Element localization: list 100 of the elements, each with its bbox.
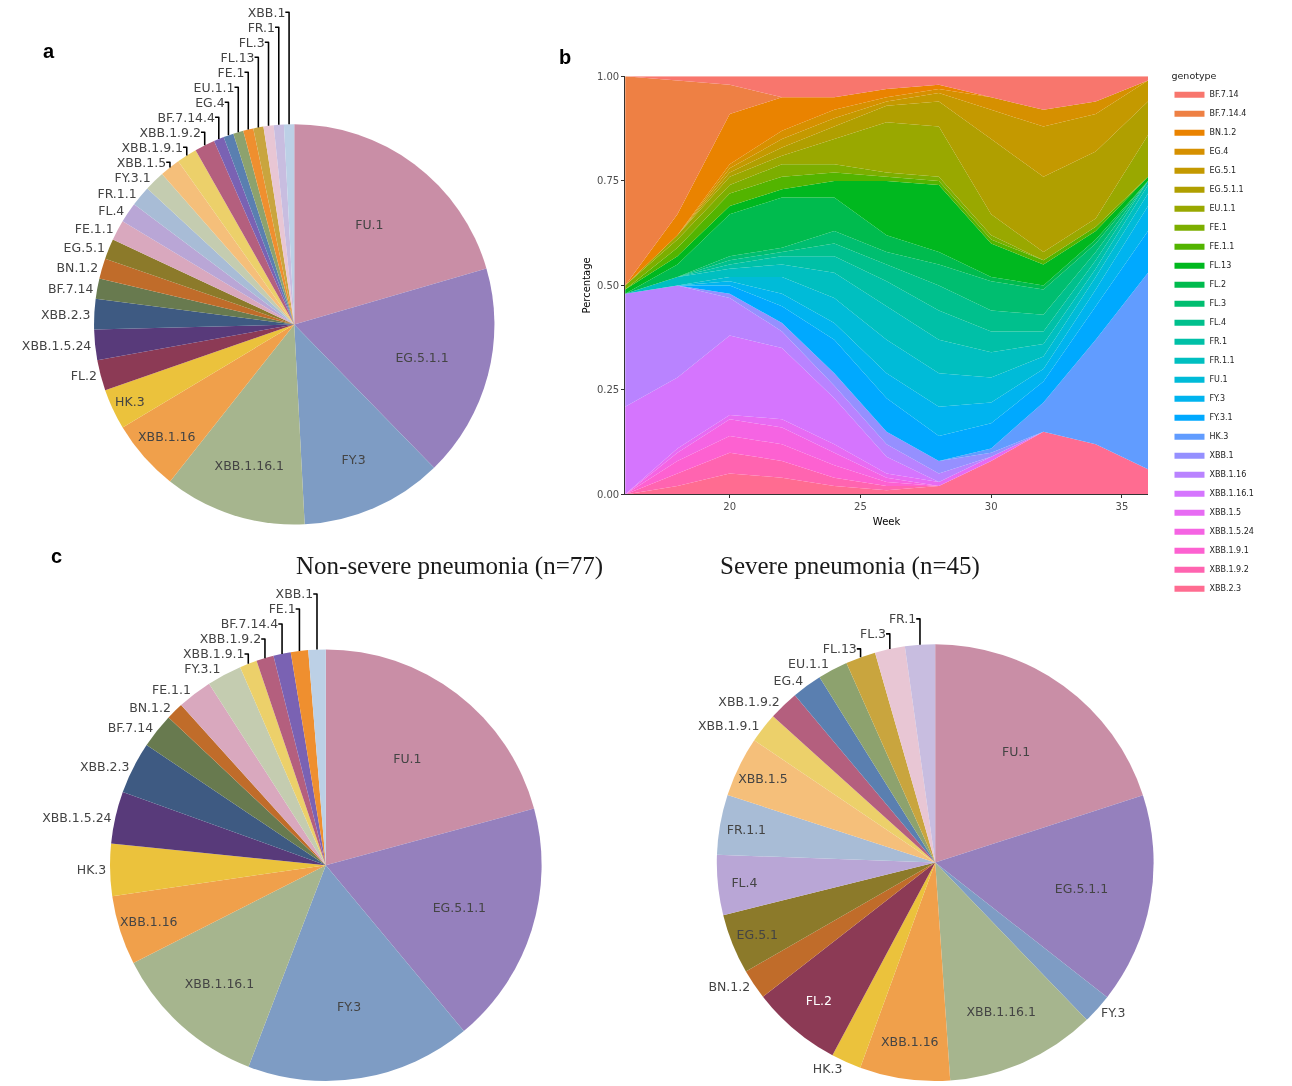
slice-label: FR.1 <box>888 611 917 627</box>
slice-label: EG.5.1.1 <box>395 350 449 366</box>
slice-label: FL.2 <box>70 368 97 384</box>
slice-label: XBB.1.5 <box>116 154 167 170</box>
slice-label: XBB.1.9.2 <box>199 631 262 647</box>
slice-label: XBB.1.5 <box>738 770 788 786</box>
pie-slice <box>105 324 295 428</box>
slice-label: XBB.1.16 <box>881 1034 939 1050</box>
slice-label: HK.3 <box>115 393 145 409</box>
text: a <box>43 40 55 62</box>
slice-label: XBB.1.5.24 <box>42 809 112 825</box>
slice-label: XBB.1.16 <box>137 429 196 445</box>
legend-label: FE.1.1 <box>1209 241 1235 251</box>
slice-label: FE.1.1 <box>74 221 114 237</box>
pie-slice <box>178 150 295 325</box>
pie-slice <box>240 660 326 866</box>
slice-label: XBB.1.9.2 <box>718 694 780 710</box>
slice-label: FL.4 <box>98 202 125 218</box>
slice-label: XBB.1.16.1 <box>184 975 255 991</box>
pie-slice <box>935 795 1154 998</box>
legend-label: FL.3 <box>1209 298 1227 308</box>
slice-label: FR.1 <box>247 19 276 35</box>
slice-label: XBB.1.16.1 <box>214 457 285 473</box>
pie-slice <box>723 862 936 972</box>
slice-label: FE.1 <box>268 601 296 617</box>
legend-label: FU.1 <box>1209 374 1228 384</box>
slice-label: XBB.1 <box>275 586 314 602</box>
slice-label: FU.1 <box>355 216 384 232</box>
legend-label: XBB.1.9.2 <box>1209 564 1249 574</box>
y-tick-label: 0.50 <box>596 279 620 291</box>
slice-label: EG.4 <box>195 94 225 110</box>
slice-label: XBB.1.9.1 <box>121 139 184 155</box>
slice-label: BF.7.14 <box>47 280 94 296</box>
slice-label: FR.1.1 <box>726 821 767 837</box>
slice-label: XBB.1.5.24 <box>21 337 92 353</box>
pie-slice <box>110 843 326 897</box>
x-axis-title: Week <box>872 515 901 527</box>
pie-slice <box>935 644 1143 863</box>
slice-label: FL.3 <box>238 34 265 50</box>
slice-label: FY.3 <box>1101 1004 1126 1020</box>
pie-slice <box>122 204 295 325</box>
x-tick-label: 30 <box>984 501 998 513</box>
pie-slice <box>111 792 326 866</box>
slice-label: XBB.1.9.1 <box>183 646 245 662</box>
slice-label: XBB.1 <box>247 4 286 20</box>
text: b <box>559 46 572 68</box>
legend-title: genotype <box>1171 70 1217 82</box>
pie-slice <box>273 652 326 866</box>
slice-label: FY.3.1 <box>114 169 151 185</box>
legend-label: XBB.1.5.24 <box>1209 526 1254 536</box>
slice-label: FR.1.1 <box>97 185 137 201</box>
pie-slice <box>860 862 951 1081</box>
pie-slice <box>294 268 495 468</box>
slice-label: FL.2 <box>805 993 832 1009</box>
text: c <box>51 545 63 567</box>
slice-label: EG.4 <box>773 673 804 689</box>
y-axis-title: Percentage <box>580 257 592 314</box>
pie-slice <box>94 324 295 361</box>
slice-label: BN.1.2 <box>56 260 99 276</box>
y-tick-label: 0.00 <box>596 488 620 500</box>
chart-title: Non-severe pneumonia (n=77) <box>296 552 604 580</box>
legend-label: XBB.2.3 <box>1209 583 1242 593</box>
legend-label: EG.5.1.1 <box>1209 184 1244 194</box>
pie-slice <box>716 854 936 916</box>
legend-label: BF.7.14.4 <box>1209 108 1247 118</box>
pie-slice <box>727 740 936 863</box>
legend-label: FL.2 <box>1209 279 1227 289</box>
legend-label: FL.13 <box>1209 260 1232 270</box>
slice-label: FY.3 <box>337 999 362 1015</box>
legend-label: XBB.1 <box>1209 450 1234 460</box>
pie-slice <box>325 808 542 1032</box>
slice-label: FY.3.1 <box>184 661 221 677</box>
legend-label: FY.3.1 <box>1209 412 1233 422</box>
x-tick-label: 35 <box>1115 501 1129 513</box>
slice-label: BF.7.14.4 <box>157 109 216 125</box>
slice-label: EU.1.1 <box>193 79 235 95</box>
y-tick-label: 0.25 <box>596 384 620 396</box>
legend-label: FE.1 <box>1209 222 1227 232</box>
legend-label: EU.1.1 <box>1209 203 1236 213</box>
slice-label: HK.3 <box>76 862 107 878</box>
slice-label: BF.7.14 <box>107 720 154 736</box>
pie-slice <box>846 652 936 863</box>
slice-label: FE.1 <box>217 64 245 80</box>
slice-label: BF.7.14.4 <box>220 616 279 632</box>
pie-slice <box>325 649 535 866</box>
slice-label: FL.13 <box>822 641 857 657</box>
x-tick-label: 25 <box>854 501 867 513</box>
slice-label: FL.4 <box>731 874 758 890</box>
slice-label: XBB.2.3 <box>79 758 130 774</box>
legend-label: FR.1.1 <box>1209 355 1235 365</box>
legend-label: XBB.1.16 <box>1209 469 1247 479</box>
legend-label: BF.7.14 <box>1209 89 1239 99</box>
slice-label: XBB.1.16 <box>120 913 178 929</box>
pie-slice <box>716 794 936 863</box>
legend-label: FY.3 <box>1209 393 1225 403</box>
legend-label: BN.1.2 <box>1209 127 1237 137</box>
slice-label: BN.1.2 <box>129 699 171 715</box>
slice-label: EG.5.1 <box>736 926 779 942</box>
slice-label: EG.5.1.1 <box>1054 881 1109 896</box>
slice-label: FL.3 <box>859 626 887 642</box>
